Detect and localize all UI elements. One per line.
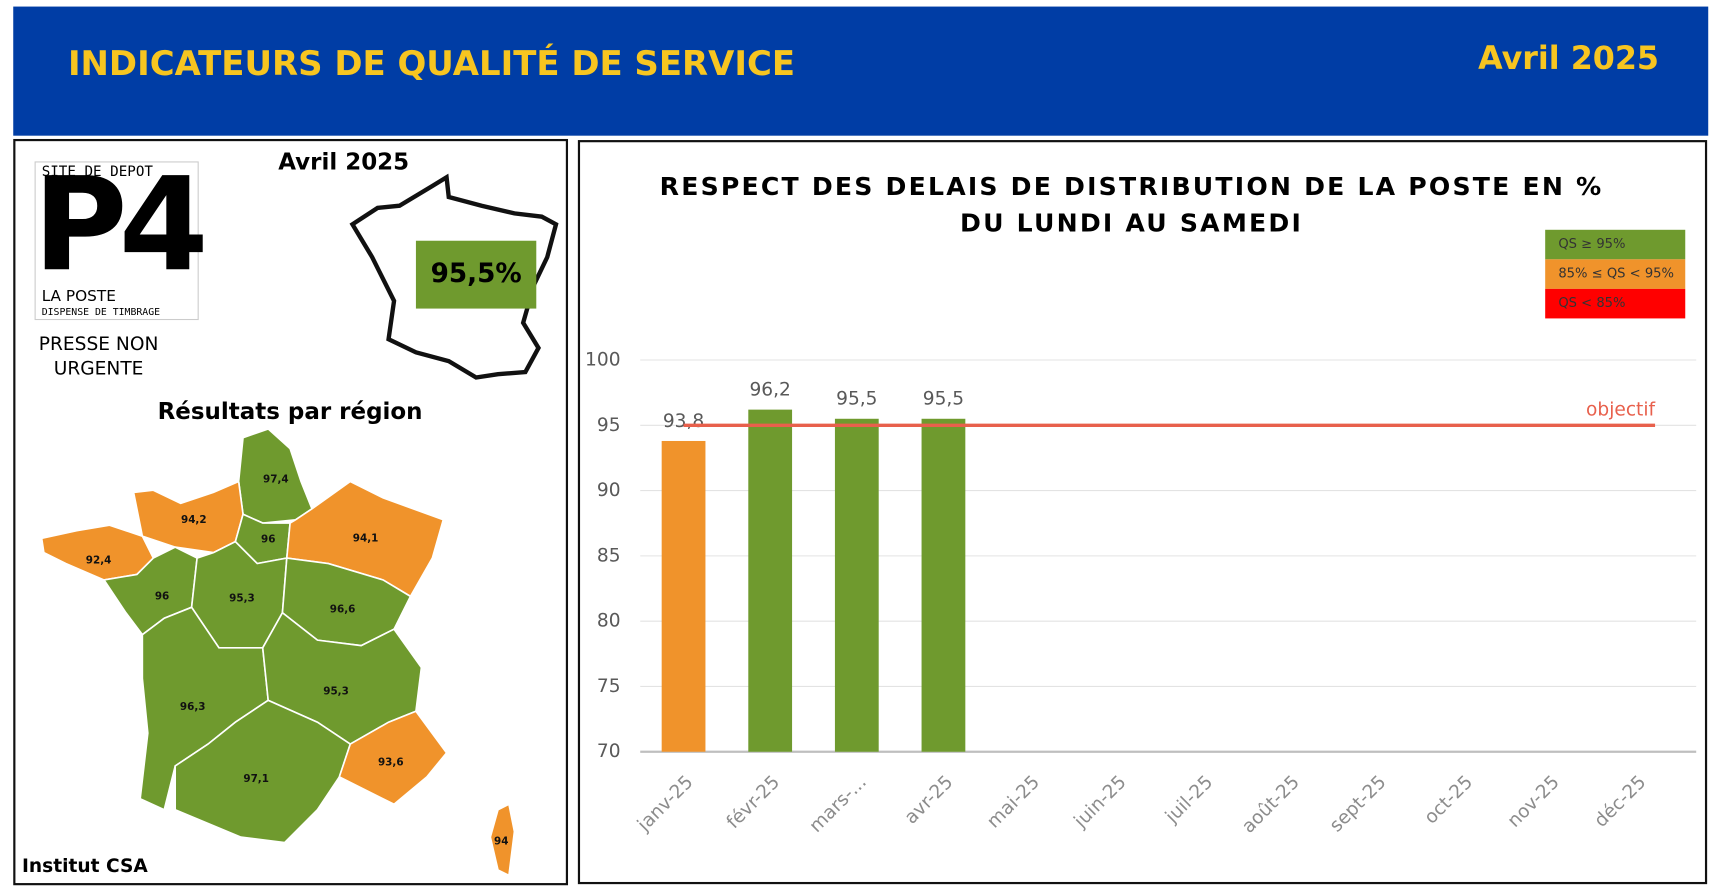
region-label: 96,6 xyxy=(330,603,356,615)
map-title: Résultats par région xyxy=(158,399,423,425)
logo-box xyxy=(34,161,199,321)
region-label: 95,3 xyxy=(229,593,255,605)
chart-title: RESPECT DES DELAIS DE DISTRIBUTION DE LA… xyxy=(660,172,1604,201)
category-line: URGENTE xyxy=(54,358,144,379)
y-tick-label: 70 xyxy=(597,741,621,762)
region-label: 93,6 xyxy=(378,757,404,769)
chart-title: DU LUNDI AU SAMEDI xyxy=(960,208,1303,237)
y-tick-label: 100 xyxy=(585,350,621,371)
logo-line2: DISPENSE DE TIMBRAGE xyxy=(42,307,160,318)
logo-big: P4 xyxy=(33,150,203,300)
region-label: 96,3 xyxy=(180,701,206,713)
region xyxy=(489,803,516,877)
left-period: Avril 2025 xyxy=(278,150,409,176)
bar xyxy=(921,418,966,752)
category-line: PRESSE NON xyxy=(39,334,159,355)
national-box xyxy=(415,240,537,309)
region-label: 92,4 xyxy=(86,554,112,566)
value-label: 93,8 xyxy=(663,411,704,432)
bar xyxy=(661,440,706,752)
y-tick-label: 95 xyxy=(597,415,621,436)
header-title: INDICATEURS DE QUALITÉ DE SERVICE xyxy=(68,43,795,83)
value-label: 95,5 xyxy=(923,389,964,410)
y-tick-label: 90 xyxy=(597,480,621,501)
bar xyxy=(748,409,793,752)
legend-swatch xyxy=(1545,229,1686,260)
legend-label: 85% ≤ QS < 95% xyxy=(1558,267,1674,282)
y-tick-label: 85 xyxy=(597,545,621,566)
logo-line1: LA POSTE xyxy=(42,287,116,305)
logo: SITE DE DEPOT P4 LA POSTE DISPENSE DE TI… xyxy=(33,150,212,321)
region-label: 97,1 xyxy=(243,773,269,785)
region-label: 97,4 xyxy=(263,473,289,485)
header-period: Avril 2025 xyxy=(1478,41,1659,77)
bar xyxy=(834,418,879,752)
region-label: 96 xyxy=(261,533,275,545)
target-label: objectif xyxy=(1586,399,1655,420)
legend-label: QS < 85% xyxy=(1558,296,1625,311)
y-tick-label: 75 xyxy=(597,676,621,697)
region-label: 95,3 xyxy=(323,686,349,698)
value-label: 96,2 xyxy=(749,379,790,400)
region-label: 94,2 xyxy=(181,514,207,526)
region xyxy=(338,710,448,806)
legend-swatch xyxy=(1545,288,1686,319)
chart-panel xyxy=(577,140,1708,885)
region-label: 96 xyxy=(155,590,169,602)
y-tick-label: 80 xyxy=(597,611,621,632)
region-label: 94,1 xyxy=(353,532,379,544)
region-map xyxy=(40,428,516,877)
national-value: 95,5% xyxy=(431,259,522,289)
legend-swatch xyxy=(1545,259,1686,289)
region-label: 94 xyxy=(494,835,508,847)
header-band xyxy=(13,6,1709,136)
value-label: 95,5 xyxy=(836,389,877,410)
logo-top: SITE DE DEPOT xyxy=(42,164,154,180)
legend-label: QS ≥ 95% xyxy=(1558,237,1625,252)
source: Institut CSA xyxy=(22,856,148,877)
